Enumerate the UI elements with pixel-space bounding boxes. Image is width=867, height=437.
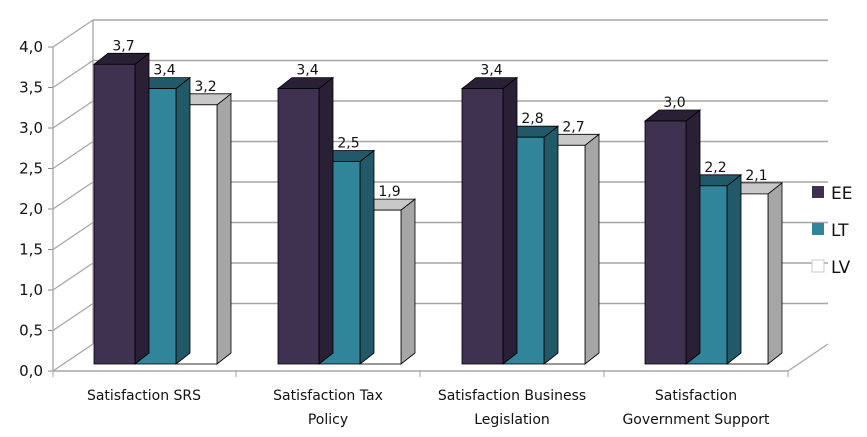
- y-tick-label: 2,5: [19, 160, 43, 178]
- legend-label: EE: [831, 184, 852, 204]
- data-label: 2,1: [745, 168, 767, 184]
- data-label: 2,7: [562, 119, 584, 135]
- bar-side: [318, 76, 334, 365]
- side-gridline: [52, 140, 94, 170]
- side-gridline: [52, 19, 94, 48]
- legend-item-lv: LV: [811, 258, 851, 278]
- bar-side: [685, 109, 701, 365]
- bar-side: [175, 76, 191, 365]
- bar-front: [277, 88, 320, 365]
- bar-side: [134, 52, 150, 365]
- category-label-line: Government Support: [622, 412, 770, 428]
- y-tick-label: 3,5: [19, 79, 43, 97]
- bar-ee: [460, 76, 519, 365]
- bar-side: [543, 125, 559, 365]
- y-tick-label: 4,0: [19, 38, 43, 56]
- legend-label: LT: [831, 221, 849, 241]
- y-tick-label: 3,0: [19, 119, 43, 137]
- bar-front: [93, 63, 136, 365]
- y-axis: 0,0 0,5 1,0 1,5 2,0 2,5 3,0 3,5 4,0: [19, 38, 789, 380]
- category-label-line: Policy: [308, 412, 348, 428]
- bar-side: [216, 92, 232, 365]
- bar-front: [644, 120, 687, 365]
- category-label: Satisfaction Government Support: [622, 388, 770, 428]
- category-label-line: Satisfaction Business: [438, 388, 586, 404]
- y-tick-label: 2,0: [19, 200, 43, 218]
- bar-side: [767, 182, 783, 365]
- legend-label: LV: [831, 258, 851, 278]
- bars: 3,7 3,4 3,2 3,4 2,5 1,9 3,4 2,8 2,7 3,0 2,2 2,1: [92, 38, 784, 365]
- legend-item-lt: LT: [812, 221, 849, 241]
- data-label: 2,2: [704, 160, 726, 176]
- category-label-line: Satisfaction: [655, 388, 737, 404]
- bar-side: [726, 173, 742, 365]
- side-gridline: [52, 343, 94, 372]
- category-label-line: Satisfaction SRS: [87, 388, 201, 404]
- y-tick-label: 1,5: [19, 241, 43, 259]
- category-label-line: Satisfaction Tax: [273, 388, 383, 404]
- data-label: 3,7: [112, 38, 134, 54]
- side-gridline: [52, 302, 94, 332]
- data-label: 3,4: [296, 63, 318, 79]
- category-label: Satisfaction Business Legislation: [438, 388, 586, 428]
- side-gridline: [52, 100, 94, 129]
- bar-side: [359, 149, 375, 365]
- legend-swatch: [812, 186, 824, 198]
- data-label: 3,0: [663, 95, 685, 111]
- bar-ee: [92, 52, 151, 365]
- data-label: 2,8: [521, 111, 543, 127]
- data-label: 2,5: [337, 136, 359, 152]
- side-gridline: [52, 262, 94, 291]
- category-label: Satisfaction Tax Policy: [273, 388, 383, 428]
- category-label-line: Legislation: [474, 412, 550, 428]
- y-tick-label: 0,5: [19, 322, 43, 340]
- legend: EE LT LV: [811, 184, 852, 278]
- data-label: 3,4: [480, 63, 502, 79]
- y-tick-label: 0,0: [19, 362, 43, 380]
- category-label: Satisfaction SRS: [87, 388, 201, 404]
- y-tick-label: 1,0: [19, 281, 43, 299]
- bar-ee: [643, 109, 702, 365]
- bar-side: [584, 133, 600, 365]
- bar-side: [400, 198, 416, 365]
- bar-front: [461, 88, 504, 365]
- data-label: 1,9: [378, 184, 400, 200]
- floor-right-edge: [787, 343, 829, 372]
- data-label: 3,4: [153, 63, 175, 79]
- side-gridline: [52, 59, 94, 89]
- legend-swatch: [812, 223, 824, 235]
- data-label: 3,2: [194, 79, 216, 95]
- bar-side: [502, 76, 518, 365]
- x-axis-labels: Satisfaction SRS Satisfaction Tax PolicySa…: [87, 388, 770, 428]
- side-gridline: [52, 181, 94, 210]
- side-gridline: [52, 221, 94, 251]
- legend-item-ee: EE: [812, 184, 852, 204]
- legend-swatch: [811, 259, 825, 273]
- bar-ee: [276, 76, 335, 365]
